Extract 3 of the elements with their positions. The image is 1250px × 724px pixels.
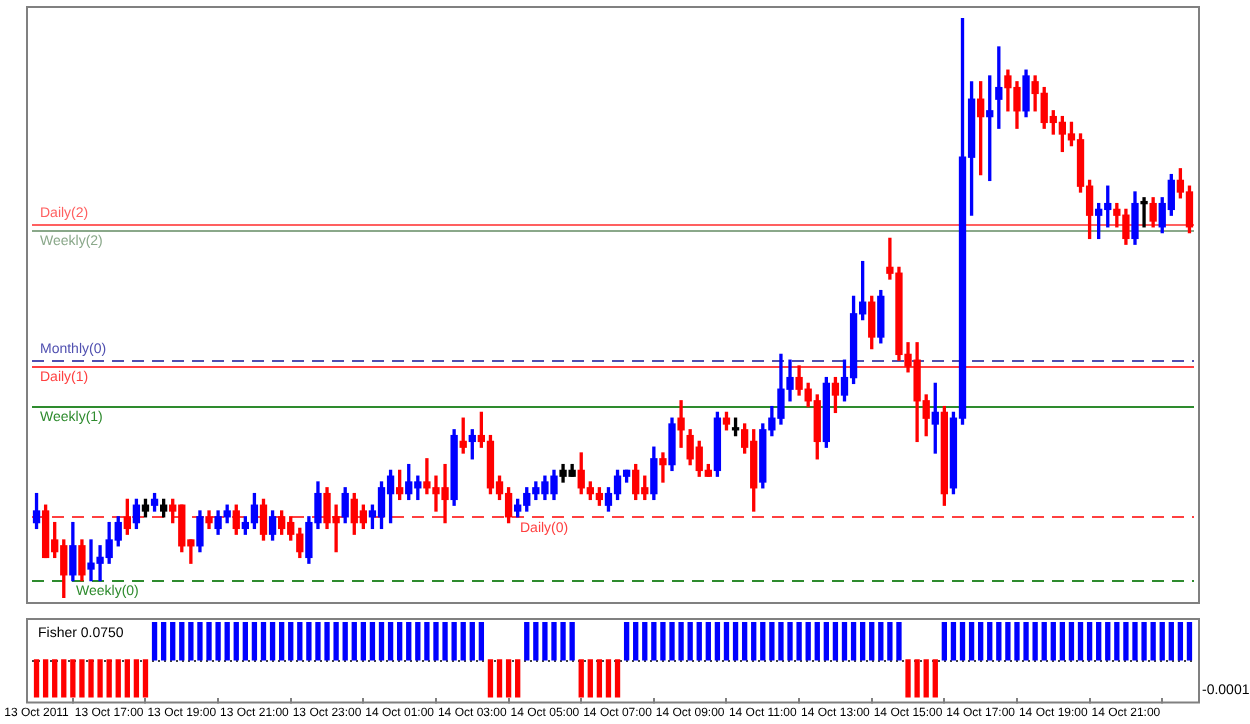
candlestick <box>659 452 667 483</box>
candlestick <box>677 400 685 448</box>
candlestick <box>1140 197 1148 228</box>
